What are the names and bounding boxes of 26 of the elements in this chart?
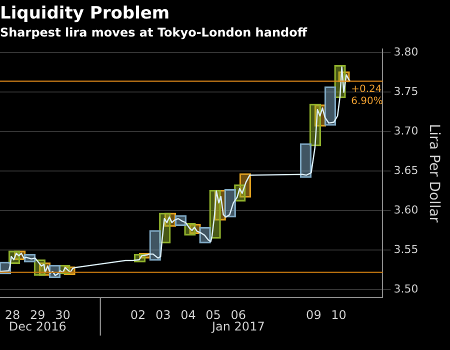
x-tick-label: 02 bbox=[130, 308, 146, 322]
x-tick-label: 05 bbox=[206, 308, 221, 322]
y-tick-label: 3.55 bbox=[394, 243, 418, 256]
y-tick-label: 3.65 bbox=[394, 164, 418, 178]
x-tick-label: 09 bbox=[306, 308, 322, 322]
y-axis-title: Lira Per Dollar bbox=[426, 124, 442, 223]
x-tick-label: 30 bbox=[55, 308, 70, 322]
x-tick-label: 03 bbox=[155, 308, 171, 322]
bar bbox=[300, 143, 312, 178]
chart-subtitle: Sharpest lira moves at Tokyo-London handoff bbox=[0, 26, 308, 40]
y-tick-label: 3.70 bbox=[394, 124, 418, 138]
text: Jan 2017 bbox=[210, 320, 265, 334]
y-tick-label: 3.50 bbox=[394, 282, 418, 296]
chart-title: Liquidity Problem bbox=[0, 4, 170, 24]
bar bbox=[324, 86, 336, 126]
y-tick-label: 3.80 bbox=[394, 46, 418, 59]
x-tick-label: 04 bbox=[180, 308, 196, 322]
x-tick-label: 06 bbox=[230, 308, 246, 322]
bar bbox=[149, 230, 161, 261]
y-tick-label: 3.60 bbox=[394, 204, 418, 217]
x-tick-label: 29 bbox=[30, 308, 46, 322]
x-tick-label: 10 bbox=[331, 308, 346, 322]
text: Dec 2016 bbox=[8, 320, 66, 334]
annotation: +0.24 bbox=[351, 84, 382, 95]
x-tick-label: 28 bbox=[4, 308, 20, 322]
y-tick-label: 3.75 bbox=[394, 85, 418, 98]
